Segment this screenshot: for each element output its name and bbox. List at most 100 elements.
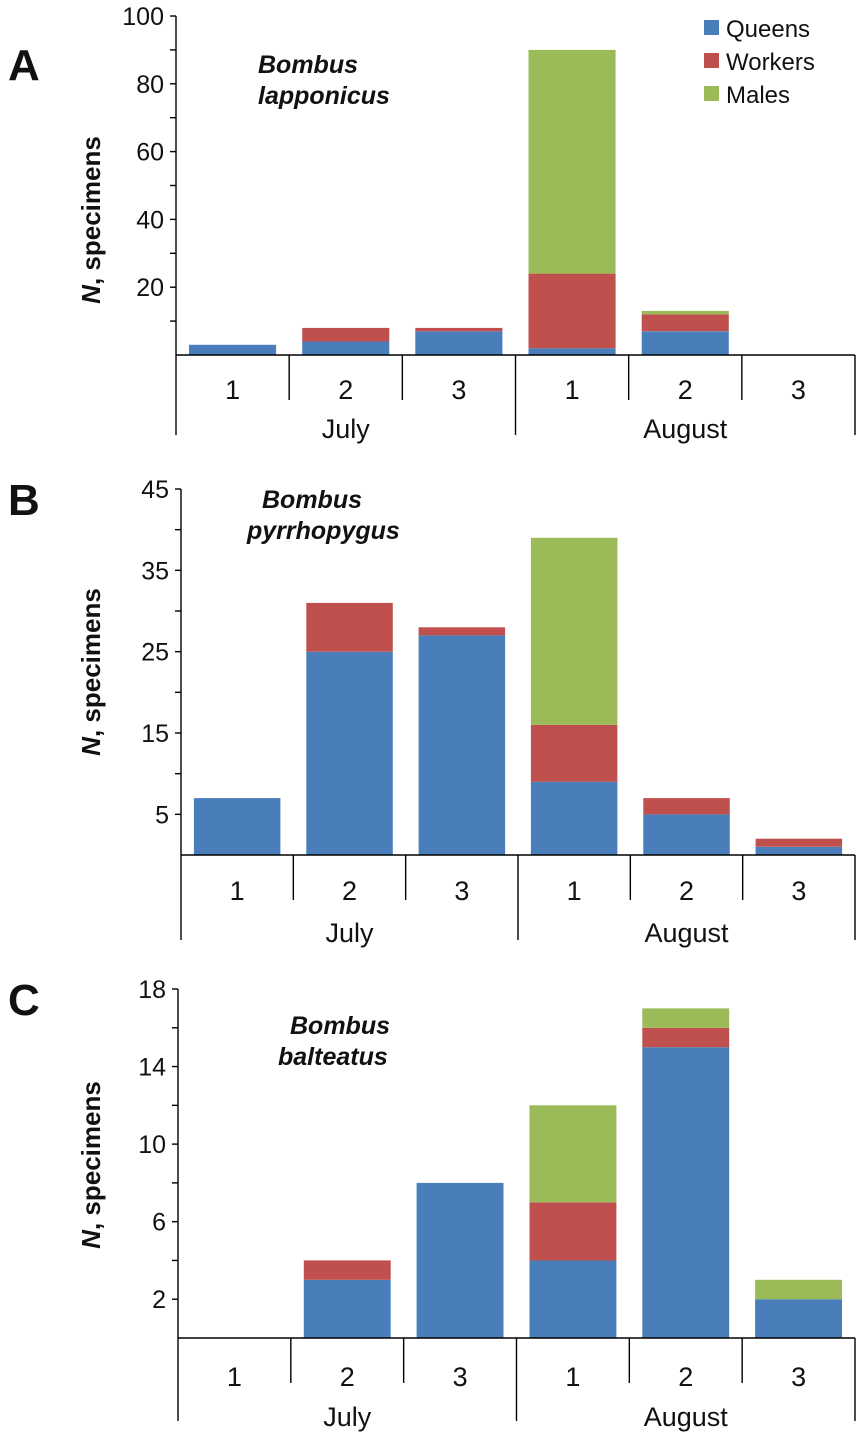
x-tick-label: 1 <box>565 1362 580 1392</box>
y-axis-label: N, specimens <box>76 1081 106 1249</box>
y-tick-label: 60 <box>136 139 164 167</box>
y-tick-label: 6 <box>152 1209 166 1237</box>
x-group-label: August <box>644 1402 729 1432</box>
x-tick-label: 3 <box>791 375 806 405</box>
panel-letter: B <box>8 476 40 525</box>
bar-queens-4 <box>529 1260 617 1338</box>
x-tick-label: 3 <box>791 1362 806 1392</box>
bar-queens-2 <box>302 341 390 355</box>
panel-c: C Bombus balteatus N, specimens 2 6 10 14 18… <box>8 976 856 1432</box>
bar-queens-5 <box>642 1047 730 1338</box>
bar-workers-3 <box>415 327 503 332</box>
x-tick-label: 1 <box>567 876 582 906</box>
species-genus: Bombus <box>258 51 358 79</box>
bar-queens-6 <box>755 846 843 855</box>
y-tick-label: 40 <box>136 206 164 234</box>
bar-workers-5 <box>641 314 729 332</box>
bar-workers-6 <box>755 838 843 847</box>
x-tick-label: 3 <box>791 876 806 906</box>
species-genus: Bombus <box>262 486 362 514</box>
y-axis-label-italic: N <box>76 284 106 304</box>
x-group-label: August <box>644 918 729 948</box>
y-tick-label: 80 <box>136 71 164 99</box>
legend-label-workers: Workers <box>726 49 815 76</box>
species-name: Bombus balteatus <box>278 1012 397 1071</box>
legend-label-males: Males <box>726 82 790 109</box>
y-axis-label-rest: , specimens <box>76 136 106 285</box>
panel-b: B Bombus pyrrhopygus N, specimens 5 15 25 3… <box>8 476 856 948</box>
x-tick-label: 1 <box>227 1362 242 1392</box>
y-tick-label: 100 <box>122 3 164 31</box>
bar-queens-3 <box>418 635 506 855</box>
legend-swatch-males <box>704 86 719 101</box>
x-group-label: July <box>323 1402 372 1432</box>
bar-males-5 <box>641 310 729 315</box>
bar-workers-5 <box>642 1027 730 1048</box>
x-tick-label: 2 <box>338 375 353 405</box>
y-tick-label: 15 <box>141 720 169 748</box>
x-tick-label: 3 <box>451 375 466 405</box>
panel-letter: C <box>8 976 40 1025</box>
species-epithet: balteatus <box>278 1043 388 1071</box>
y-tick-label: 14 <box>138 1054 166 1082</box>
legend-label-queens: Queens <box>726 16 810 43</box>
x-tick-label: 2 <box>340 1362 355 1392</box>
legend: Queens Workers Males <box>704 16 815 109</box>
panel-letter: A <box>8 41 40 90</box>
species-name: Bombus pyrrhopygus <box>246 486 400 545</box>
bar-queens-5 <box>643 814 730 855</box>
x-tick-label: 3 <box>454 876 469 906</box>
y-tick-label: 45 <box>141 476 169 504</box>
x-tick-label: 1 <box>230 876 245 906</box>
bar-males-5 <box>642 1008 730 1028</box>
bar-workers-4 <box>530 724 618 782</box>
y-tick-label: 5 <box>155 801 169 829</box>
y-tick-label: 18 <box>138 976 166 1004</box>
y-axis-label: N, specimens <box>76 588 106 756</box>
y-axis-label-italic: N <box>76 736 106 756</box>
bar-queens-4 <box>530 781 618 855</box>
y-tick-label: 20 <box>136 274 164 302</box>
bar-workers-2 <box>306 602 393 652</box>
bar-queens-1 <box>189 344 277 355</box>
bar-queens-1 <box>193 798 281 855</box>
x-group-label: August <box>643 414 728 444</box>
legend-swatch-queens <box>704 20 719 35</box>
y-tick-label: 2 <box>152 1286 166 1314</box>
x-tick-label: 2 <box>342 876 357 906</box>
bar-workers-5 <box>643 798 730 815</box>
plot-area: 2 6 10 14 18 1 2 3 1 2 3 July August <box>138 976 856 1432</box>
y-tick-label: 10 <box>138 1131 166 1159</box>
x-tick-label: 3 <box>453 1362 468 1392</box>
panel-a: A Bombus lapponicus N, specimens Queens … <box>8 3 856 444</box>
y-tick-label: 25 <box>141 639 169 667</box>
bar-males-4 <box>530 537 618 725</box>
bar-workers-2 <box>303 1260 391 1280</box>
bar-workers-3 <box>418 627 506 636</box>
species-genus: Bombus <box>290 1012 390 1040</box>
x-tick-label: 2 <box>678 375 693 405</box>
bar-males-4 <box>529 1105 617 1203</box>
bar-queens-5 <box>641 331 729 355</box>
y-tick-label: 35 <box>141 557 169 585</box>
species-name: Bombus lapponicus <box>258 51 390 110</box>
bar-queens-2 <box>303 1279 391 1338</box>
species-epithet: lapponicus <box>258 82 390 110</box>
bar-queens-3 <box>416 1182 504 1338</box>
plot-area: 5 15 25 35 45 1 2 3 1 2 3 July August <box>141 476 856 948</box>
y-axis-label-rest: , specimens <box>76 1081 106 1230</box>
bar-queens-4 <box>528 348 616 355</box>
bar-queens-2 <box>306 651 393 855</box>
legend-swatch-workers <box>704 53 719 68</box>
bar-queens-3 <box>415 331 503 355</box>
y-axis-label-italic: N <box>76 1229 106 1249</box>
bar-males-4 <box>528 49 616 274</box>
bar-queens-6 <box>755 1299 842 1338</box>
bar-workers-4 <box>528 273 616 349</box>
x-tick-label: 2 <box>678 1362 693 1392</box>
y-axis-label-rest: , specimens <box>76 588 106 737</box>
bar-males-6 <box>755 1279 842 1300</box>
x-tick-label: 1 <box>565 375 580 405</box>
species-epithet: pyrrhopygus <box>246 517 400 545</box>
